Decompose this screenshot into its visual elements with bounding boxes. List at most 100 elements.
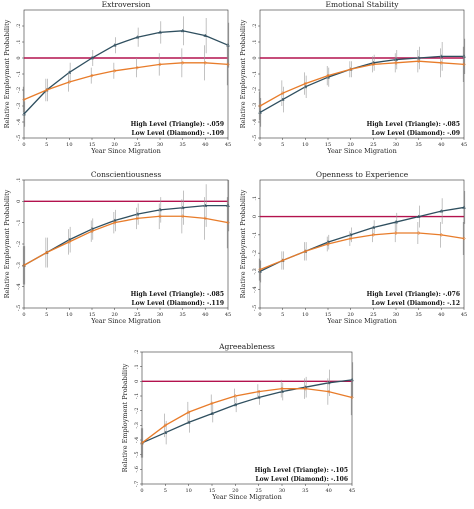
triangle-marker [350,377,354,382]
y-tick-label: -.3 [252,103,258,109]
x-tick-label: 20 [232,488,238,494]
x-tick-label: 5 [281,312,284,318]
diamond-marker [233,394,238,398]
x-axis-label: Year Since Migration [326,317,397,325]
triangle-marker [416,214,421,218]
y-tick-label: -.4 [16,283,22,289]
chart-panel-conscientiousness: Conscientiousness .1 0 -.1 -.2 -.3 -.4 -.5 0 5 10 1… [3,170,231,330]
y-tick-label: -.1 [16,71,22,77]
series-line-triangle [259,55,464,113]
x-tick-label: 20 [111,142,117,148]
plot-frame [259,179,465,309]
chart-extroversion: Extroversion.2.10-.1-.2-.3-.4-.50 5 10 15 20… [3,0,231,155]
chart-openness-to-experience: Openness to Experience .1 0 -.1 -.2 -.3 -.4 -.5… [239,170,467,325]
diamond-marker [44,250,49,255]
diamond-marker [439,232,444,237]
y-tick-label: .1 [134,364,140,369]
series-triangle [258,38,466,127]
plot-frame [23,9,229,139]
y-tick-label: .1 [252,196,258,201]
y-tick-label: -.2 [16,87,22,93]
y-tick-label: -.1 [252,71,258,77]
diamond-marker [210,401,214,406]
plot-frame [23,179,229,309]
x-tick-label: 30 [279,488,285,494]
y-tick-label: -.5 [16,305,22,311]
significance-note: Low Level (Diamond): -.106 [255,476,348,483]
x-tick-label: 30 [393,142,399,148]
diamond-marker [90,229,94,234]
y-tick-label: 0 [252,56,258,59]
diamond-marker [163,423,168,428]
diamond-marker [67,80,72,84]
diamond-marker [326,389,331,394]
triangle-marker [439,208,444,213]
x-axis-label: Year Since Migration [326,147,397,155]
series-line-diamond [23,215,229,266]
diamond-marker [348,67,353,72]
diamond-marker [203,60,208,65]
series-diamond [22,43,230,113]
diamond-marker [180,214,185,219]
diamond-marker [203,216,208,221]
y-tick-label: -.5 [16,135,22,141]
y-tick-label: .2 [134,350,140,355]
x-tick-label: 25 [370,312,376,318]
x-tick-label: 15 [209,488,215,494]
triangle-marker [135,35,140,39]
x-tick-label: 10 [302,312,308,318]
diamond-marker [439,60,444,65]
x-tick-label: 30 [157,142,163,148]
series-diamond [258,46,466,121]
x-tick-label: 20 [347,142,353,148]
y-tick-label: .2 [252,24,258,29]
y-tick-label: -.7 [134,481,140,487]
x-tick-label: 40 [325,488,331,494]
triangle-marker [210,411,214,415]
series-line-triangle [23,204,228,266]
triangle-marker [180,28,185,33]
triangle-marker [203,33,208,37]
y-tick-label: -.2 [252,250,258,256]
y-axis-label: Relative Employment Probability [239,19,247,128]
diamond-marker [280,258,285,263]
x-tick-label: 15 [325,142,331,148]
diamond-marker [226,220,230,225]
x-tick-label: 40 [202,142,208,148]
plot-frame [141,351,353,485]
series-diamond [22,197,230,285]
y-tick-label: -.4 [16,119,22,125]
x-tick-label: 45 [461,312,467,318]
chart-conscientiousness: Conscientiousness.10-.1-.2-.3-.4-.50 5 10 1… [3,170,231,325]
x-tick-label: 10 [66,142,72,148]
diamond-marker [112,68,117,73]
diamond-marker [303,81,308,86]
diamond-marker [158,214,162,219]
x-tick-label: 15 [325,312,331,318]
significance-note: Low Level (Diamond): -.09 [372,130,460,137]
y-tick-label: -.1 [252,232,258,238]
diamond-marker [371,232,376,237]
y-tick-label: -.2 [134,407,140,413]
x-tick-label: 0 [22,142,25,148]
y-tick-label: -.3 [252,268,258,274]
y-tick-label: -.2 [252,87,258,93]
x-tick-label: 10 [185,488,191,494]
y-axis-label: Relative Employment Probability [239,189,247,298]
y-tick-label: 0 [16,56,22,59]
x-tick-label: 40 [202,312,208,318]
diamond-marker [326,242,330,246]
y-tick-label: -.5 [252,305,258,311]
x-tick-label: 5 [45,142,48,148]
chart-title: Conscientiousness [91,170,162,179]
diamond-marker [158,62,162,67]
diamond-marker [416,59,421,64]
series-diamond [140,378,354,458]
triangle-marker [371,225,376,229]
y-tick-label: -.3 [16,262,22,268]
y-tick-label: -.4 [252,119,258,125]
diamond-marker [280,386,284,391]
y-tick-label: -.5 [134,451,140,457]
x-tick-label: 0 [22,312,25,318]
diamond-marker [90,73,94,78]
